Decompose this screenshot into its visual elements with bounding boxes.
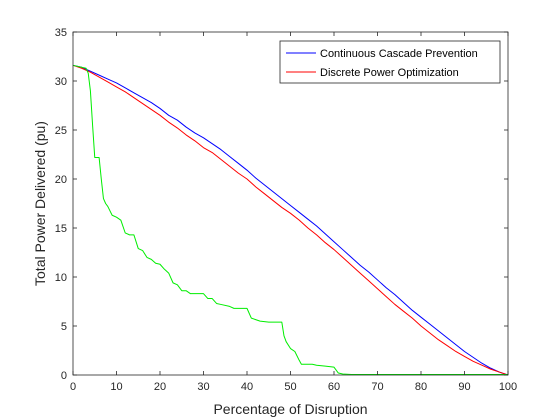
y-tick-label: 15	[55, 223, 67, 235]
x-tick-label: 0	[70, 381, 76, 393]
legend-label-continuous: Continuous Cascade Prevention	[320, 48, 478, 60]
x-axis-label: Percentage of Disruption	[213, 401, 367, 417]
series-line-3	[72, 64, 508, 376]
x-tick-label: 30	[197, 381, 209, 393]
x-tick-label: 90	[458, 381, 470, 393]
y-axis-label: Total Power Delivered (pu)	[32, 121, 48, 286]
tick-layer: 0 10 20 30 40 50 60 70 80 90 100 0 5 10 15 20 25 30 35	[55, 27, 517, 393]
x-tick-label: 10	[110, 381, 122, 393]
y-tick-label: 20	[55, 174, 67, 186]
y-tick-label: 35	[55, 27, 67, 39]
legend-label-discrete: Discrete Power Optimization	[320, 67, 459, 79]
y-tick-label: 10	[55, 272, 67, 284]
axes-box	[72, 31, 509, 376]
legend: Continuous Cascade Prevention Discrete P…	[279, 40, 501, 84]
y-tick-label: 30	[55, 76, 67, 88]
legend-box	[279, 40, 501, 84]
x-tick-label: 40	[241, 381, 253, 393]
x-tick-label: 50	[284, 381, 296, 393]
series-line-2	[72, 64, 509, 376]
x-tick-label: 20	[154, 381, 166, 393]
y-tick-label: 0	[61, 370, 67, 382]
x-tick-label: 100	[499, 381, 517, 393]
x-tick-label: 60	[328, 381, 340, 393]
series-line-1	[72, 64, 509, 376]
plot-area	[73, 32, 508, 375]
y-tick-label: 5	[61, 321, 67, 333]
y-tick-label: 25	[55, 125, 67, 137]
x-tick-label: 80	[415, 381, 427, 393]
x-tick-label: 70	[371, 381, 383, 393]
series-layer	[72, 64, 509, 376]
